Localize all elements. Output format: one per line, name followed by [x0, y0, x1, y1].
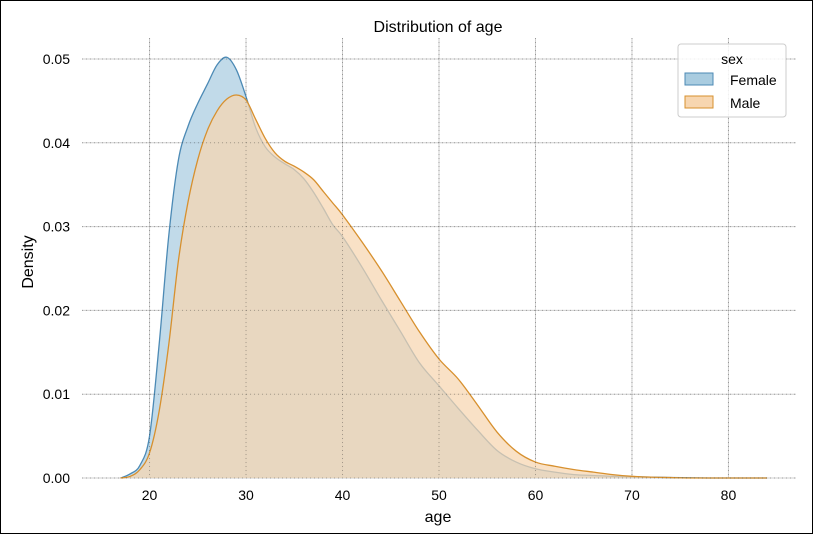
- x-tick-label: 40: [335, 487, 351, 503]
- legend: sex Female Male: [677, 43, 787, 118]
- x-tick-label: 60: [528, 487, 544, 503]
- x-tick-label: 20: [142, 487, 158, 503]
- x-tick-label: 30: [238, 487, 254, 503]
- legend-swatch-female: [684, 72, 714, 86]
- x-tick-label: 70: [624, 487, 640, 503]
- density-areas: [120, 56, 768, 479]
- y-tick-label: 0.00: [43, 470, 70, 486]
- y-axis-label: Density: [20, 235, 37, 288]
- x-axis-ticks: 20 30 40 50 60 70 80: [142, 487, 737, 503]
- density-line-male: [120, 94, 768, 479]
- legend-label-female: Female: [730, 72, 777, 88]
- x-tick-label: 50: [431, 487, 447, 503]
- y-tick-label: 0.03: [43, 219, 70, 235]
- legend-swatch-male: [684, 95, 714, 109]
- x-axis-label: age: [425, 509, 452, 526]
- y-axis-ticks: 0.00 0.01 0.02 0.03 0.04 0.05: [43, 51, 70, 486]
- legend-label-male: Male: [730, 95, 761, 111]
- density-area-male: [120, 94, 768, 479]
- chart-title: Distribution of age: [374, 19, 503, 36]
- legend-title: sex: [721, 51, 743, 67]
- y-tick-label: 0.02: [43, 302, 70, 318]
- x-tick-label: 80: [721, 487, 737, 503]
- grid-overlay: [82, 38, 796, 479]
- y-tick-label: 0.04: [43, 135, 70, 151]
- y-tick-label: 0.05: [43, 51, 70, 67]
- y-tick-label: 0.01: [43, 386, 70, 402]
